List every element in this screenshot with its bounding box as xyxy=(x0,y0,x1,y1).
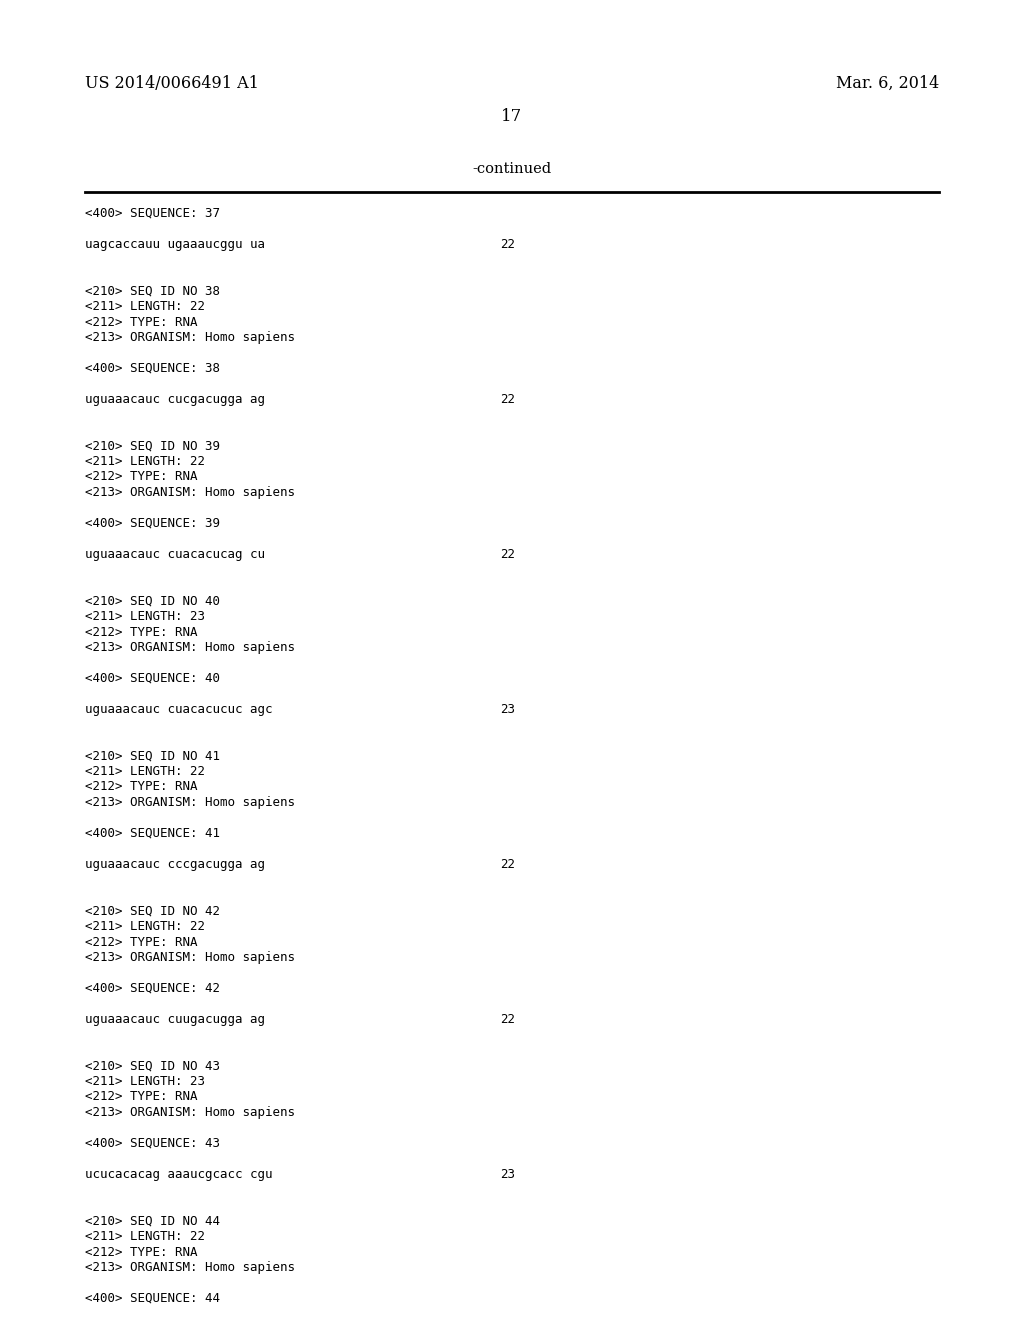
Text: uguaaacauc cccgacugga ag: uguaaacauc cccgacugga ag xyxy=(85,858,265,871)
Text: <211> LENGTH: 22: <211> LENGTH: 22 xyxy=(85,920,205,933)
Text: 23: 23 xyxy=(500,1168,515,1181)
Text: <211> LENGTH: 22: <211> LENGTH: 22 xyxy=(85,766,205,777)
Text: US 2014/0066491 A1: US 2014/0066491 A1 xyxy=(85,75,259,92)
Text: <211> LENGTH: 22: <211> LENGTH: 22 xyxy=(85,1230,205,1243)
Text: 17: 17 xyxy=(502,108,522,125)
Text: <400> SEQUENCE: 39: <400> SEQUENCE: 39 xyxy=(85,517,220,531)
Text: <213> ORGANISM: Homo sapiens: <213> ORGANISM: Homo sapiens xyxy=(85,331,295,345)
Text: <211> LENGTH: 22: <211> LENGTH: 22 xyxy=(85,300,205,313)
Text: <212> TYPE: RNA: <212> TYPE: RNA xyxy=(85,1090,198,1104)
Text: uguaaacauc cuacacucag cu: uguaaacauc cuacacucag cu xyxy=(85,548,265,561)
Text: <400> SEQUENCE: 43: <400> SEQUENCE: 43 xyxy=(85,1137,220,1150)
Text: 22: 22 xyxy=(500,548,515,561)
Text: <210> SEQ ID NO 38: <210> SEQ ID NO 38 xyxy=(85,285,220,297)
Text: Mar. 6, 2014: Mar. 6, 2014 xyxy=(836,75,939,92)
Text: 22: 22 xyxy=(500,238,515,251)
Text: <400> SEQUENCE: 38: <400> SEQUENCE: 38 xyxy=(85,362,220,375)
Text: <212> TYPE: RNA: <212> TYPE: RNA xyxy=(85,1246,198,1258)
Text: 23: 23 xyxy=(500,704,515,715)
Text: <210> SEQ ID NO 40: <210> SEQ ID NO 40 xyxy=(85,594,220,607)
Text: <213> ORGANISM: Homo sapiens: <213> ORGANISM: Homo sapiens xyxy=(85,642,295,653)
Text: <213> ORGANISM: Homo sapiens: <213> ORGANISM: Homo sapiens xyxy=(85,950,295,964)
Text: <400> SEQUENCE: 41: <400> SEQUENCE: 41 xyxy=(85,828,220,840)
Text: uagcaccauu ugaaaucggu ua: uagcaccauu ugaaaucggu ua xyxy=(85,238,265,251)
Text: uguaaacauc cuugacugga ag: uguaaacauc cuugacugga ag xyxy=(85,1012,265,1026)
Text: <213> ORGANISM: Homo sapiens: <213> ORGANISM: Homo sapiens xyxy=(85,1106,295,1119)
Text: -continued: -continued xyxy=(472,162,552,176)
Text: <213> ORGANISM: Homo sapiens: <213> ORGANISM: Homo sapiens xyxy=(85,796,295,809)
Text: <210> SEQ ID NO 44: <210> SEQ ID NO 44 xyxy=(85,1214,220,1228)
Text: <400> SEQUENCE: 44: <400> SEQUENCE: 44 xyxy=(85,1292,220,1305)
Text: ucucacacag aaaucgcacc cgu: ucucacacag aaaucgcacc cgu xyxy=(85,1168,272,1181)
Text: <212> TYPE: RNA: <212> TYPE: RNA xyxy=(85,936,198,949)
Text: <212> TYPE: RNA: <212> TYPE: RNA xyxy=(85,780,198,793)
Text: <400> SEQUENCE: 37: <400> SEQUENCE: 37 xyxy=(85,207,220,220)
Text: <210> SEQ ID NO 41: <210> SEQ ID NO 41 xyxy=(85,750,220,763)
Text: <213> ORGANISM: Homo sapiens: <213> ORGANISM: Homo sapiens xyxy=(85,486,295,499)
Text: <212> TYPE: RNA: <212> TYPE: RNA xyxy=(85,315,198,329)
Text: <400> SEQUENCE: 42: <400> SEQUENCE: 42 xyxy=(85,982,220,995)
Text: 22: 22 xyxy=(500,1012,515,1026)
Text: <211> LENGTH: 23: <211> LENGTH: 23 xyxy=(85,610,205,623)
Text: uguaaacauc cuacacucuc agc: uguaaacauc cuacacucuc agc xyxy=(85,704,272,715)
Text: 22: 22 xyxy=(500,393,515,407)
Text: <211> LENGTH: 22: <211> LENGTH: 22 xyxy=(85,455,205,469)
Text: <400> SEQUENCE: 40: <400> SEQUENCE: 40 xyxy=(85,672,220,685)
Text: uguaaacauc cucgacugga ag: uguaaacauc cucgacugga ag xyxy=(85,393,265,407)
Text: 22: 22 xyxy=(500,858,515,871)
Text: <212> TYPE: RNA: <212> TYPE: RNA xyxy=(85,470,198,483)
Text: <210> SEQ ID NO 43: <210> SEQ ID NO 43 xyxy=(85,1060,220,1072)
Text: <213> ORGANISM: Homo sapiens: <213> ORGANISM: Homo sapiens xyxy=(85,1261,295,1274)
Text: <212> TYPE: RNA: <212> TYPE: RNA xyxy=(85,626,198,639)
Text: <211> LENGTH: 23: <211> LENGTH: 23 xyxy=(85,1074,205,1088)
Text: <210> SEQ ID NO 42: <210> SEQ ID NO 42 xyxy=(85,904,220,917)
Text: <210> SEQ ID NO 39: <210> SEQ ID NO 39 xyxy=(85,440,220,453)
